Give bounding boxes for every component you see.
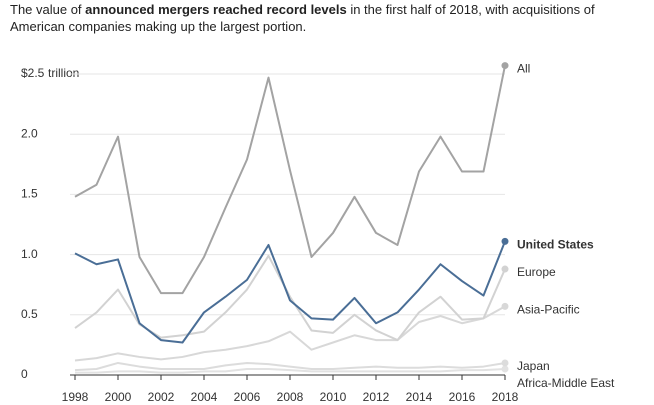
chart-title: The value of announced mergers reached r… bbox=[10, 1, 630, 35]
y-tick-label: 1.5 bbox=[21, 187, 38, 201]
series-line bbox=[74, 65, 506, 295]
x-tick-label: 2012 bbox=[363, 390, 390, 404]
end-dot bbox=[501, 302, 509, 310]
legend-label: Asia-Pacific bbox=[517, 303, 580, 317]
series-line bbox=[74, 240, 506, 344]
legend-label: Japan bbox=[517, 359, 550, 373]
x-tick-label: 2008 bbox=[277, 390, 304, 404]
series-line bbox=[74, 361, 506, 372]
x-tick-label: 2010 bbox=[320, 390, 347, 404]
x-tick-label: 2000 bbox=[105, 390, 132, 404]
end-dot bbox=[501, 359, 509, 367]
end-dot bbox=[501, 365, 509, 373]
y-tick-label: 1.0 bbox=[21, 247, 38, 261]
legend-label: United States bbox=[517, 238, 594, 252]
y-tick-label: $2.5 bbox=[21, 66, 45, 80]
y-tick-label: 0.5 bbox=[21, 307, 38, 321]
end-dot bbox=[501, 62, 509, 70]
series-line bbox=[74, 305, 506, 362]
x-tick-label: 2016 bbox=[449, 390, 476, 404]
legend-label: All bbox=[517, 62, 530, 76]
x-tick-label: 1998 bbox=[62, 390, 89, 404]
title-bold: announced mergers reached record levels bbox=[85, 2, 347, 17]
x-tick-label: 2002 bbox=[148, 390, 175, 404]
x-tick-label: 2018 bbox=[492, 390, 519, 404]
title-part: in the first half of 2018, with acquisit… bbox=[10, 2, 595, 34]
y-tick-label: 2.0 bbox=[21, 126, 38, 140]
x-tick-label: 2004 bbox=[191, 390, 218, 404]
legend-label: Africa-Middle East bbox=[517, 376, 615, 390]
x-tick-label: 2014 bbox=[406, 390, 433, 404]
title-part: The value of bbox=[10, 2, 86, 17]
x-tick-label: 2006 bbox=[234, 390, 261, 404]
end-dot bbox=[501, 265, 509, 273]
series-line bbox=[75, 367, 506, 374]
legend-label: Europe bbox=[517, 265, 556, 279]
end-dot bbox=[501, 237, 509, 245]
y-tick-label: 0 bbox=[21, 367, 28, 381]
y-unit: trillion bbox=[48, 66, 79, 80]
